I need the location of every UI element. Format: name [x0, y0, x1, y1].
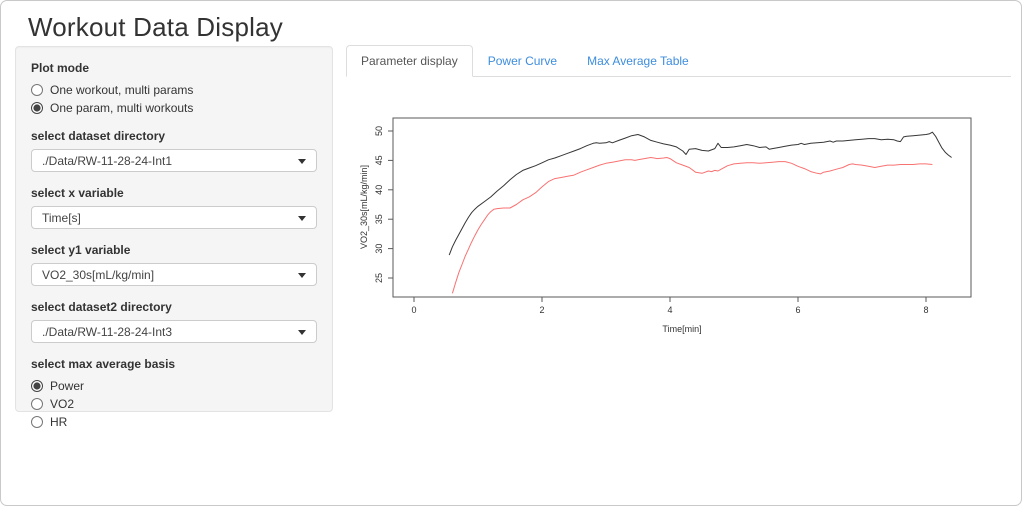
sidebar: Plot mode One workout, multi params One …: [15, 46, 333, 429]
plot-mode-label: Plot mode: [31, 61, 90, 75]
radio-input-vo2[interactable]: [31, 398, 43, 410]
tab-power-curve[interactable]: Power Curve: [487, 54, 558, 68]
radio-vo2[interactable]: VO2: [31, 395, 317, 413]
selected-value: VO2_30s[mL/kg/min]: [42, 267, 155, 282]
dataset-directory-select[interactable]: ./Data/RW-11-28-24-Int1: [31, 149, 317, 172]
series-line-dataset2: [451, 157, 933, 294]
caret-down-icon: [298, 159, 306, 164]
x-variable-select[interactable]: Time[s]: [31, 206, 317, 229]
radio-power[interactable]: Power: [31, 377, 317, 395]
axis-ticks: 0 2 4 6 8 25 30 35 40 45 50: [374, 126, 929, 315]
radio-label: VO2: [50, 397, 75, 411]
svg-text:50: 50: [374, 126, 384, 136]
y1-variable-select[interactable]: VO2_30s[mL/kg/min]: [31, 263, 317, 286]
radio-one-param-multi-workouts[interactable]: One param, multi workouts: [31, 99, 317, 117]
radio-one-workout-multi-params[interactable]: One workout, multi params: [31, 81, 317, 99]
radio-label: One param, multi workouts: [50, 101, 194, 115]
x-variable-label: select x variable: [31, 186, 124, 200]
svg-text:8: 8: [923, 305, 928, 315]
radio-input-hr[interactable]: [31, 416, 43, 428]
svg-text:0: 0: [411, 305, 416, 315]
y1-variable-label: select y1 variable: [31, 243, 131, 257]
svg-text:25: 25: [374, 273, 384, 283]
dataset2-directory-label: select dataset2 directory: [31, 300, 172, 314]
selected-value: Time[s]: [42, 210, 81, 225]
tab-bar: Parameter display Power Curve Max Averag…: [346, 45, 1011, 77]
plot-border: [392, 117, 972, 298]
caret-down-icon: [298, 330, 306, 335]
tab-parameter-display[interactable]: Parameter display: [346, 45, 473, 77]
dataset-directory-label: select dataset directory: [31, 129, 166, 143]
radio-input-one-param[interactable]: [31, 102, 43, 114]
svg-text:35: 35: [374, 214, 384, 224]
radio-label: HR: [50, 415, 68, 429]
x-axis-label: Time[min]: [662, 324, 701, 334]
caret-down-icon: [298, 216, 306, 221]
radio-input-power[interactable]: [31, 380, 43, 392]
series-line-dataset1: [448, 131, 952, 256]
max-average-basis-label: select max average basis: [31, 357, 176, 371]
main-panel: Parameter display Power Curve Max Averag…: [346, 45, 1011, 334]
svg-text:40: 40: [374, 185, 384, 195]
svg-text:30: 30: [374, 244, 384, 254]
chart-series: [448, 131, 952, 294]
svg-text:6: 6: [795, 305, 800, 315]
max-average-basis-group: select max average basis Power VO2 HR: [31, 357, 317, 431]
selected-value: ./Data/RW-11-28-24-Int1: [42, 153, 173, 168]
caret-down-icon: [298, 273, 306, 278]
radio-hr[interactable]: HR: [31, 413, 317, 431]
selected-value: ./Data/RW-11-28-24-Int3: [42, 324, 173, 339]
svg-text:4: 4: [667, 305, 672, 315]
radio-label: Power: [50, 379, 85, 393]
svg-text:2: 2: [539, 305, 544, 315]
workout-line-chart: 0 2 4 6 8 25 30 35 40 45 50 Time[min] VO2_30s[mL/k…: [359, 117, 972, 334]
plot-mode-group: Plot mode One workout, multi params One …: [31, 61, 317, 117]
tab-max-average-table[interactable]: Max Average Table: [587, 54, 689, 68]
dataset2-directory-select[interactable]: ./Data/RW-11-28-24-Int3: [31, 320, 317, 343]
y-axis-label: VO2_30s[mL/kg/min]: [359, 165, 369, 249]
radio-label: One workout, multi params: [50, 83, 194, 97]
page-title: Workout Data Display: [28, 12, 283, 42]
svg-text:45: 45: [374, 155, 384, 165]
radio-input-one-workout[interactable]: [31, 84, 43, 96]
